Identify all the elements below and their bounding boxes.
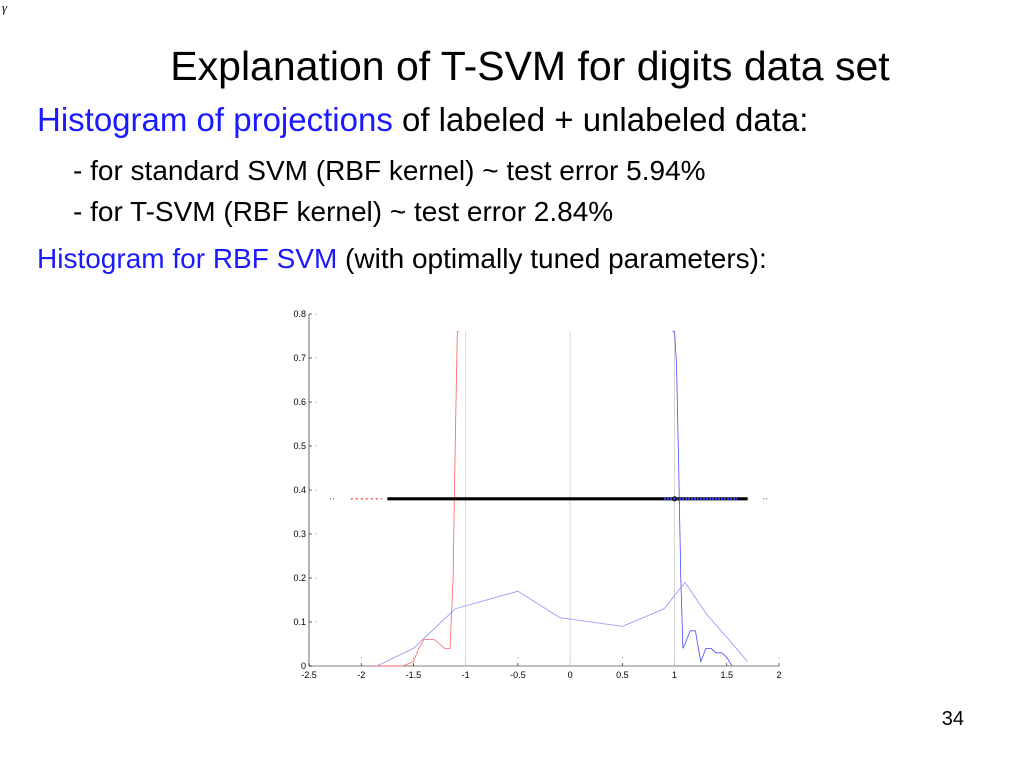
x-tick-label: 1.5 [721, 670, 734, 680]
y-tick-label: 0.5 [293, 441, 306, 451]
x-tick-label: 1 [672, 670, 677, 680]
x-tick-label: -1.5 [406, 670, 422, 680]
y-tick-label: 0.6 [293, 397, 306, 407]
y-tick-label: 0.7 [293, 353, 306, 363]
series-line-1 [371, 331, 460, 667]
sub-bullet-tsvm: - for T-SVM (RBF kernel) ~ test error 2.… [73, 196, 614, 227]
highlight-text: Histogram for RBF SVM [37, 243, 338, 274]
sub-bullet-standard-svm: - for standard SVM (RBF kernel) ~ test e… [73, 155, 706, 186]
corner-symbol: γ [2, 0, 8, 15]
bullet-histogram-rbf-svm: Histogram for RBF SVM (with optimally tu… [37, 242, 767, 276]
x-tick-label: -0.5 [510, 670, 526, 680]
body-text: (with optimally tuned parameters): [337, 243, 767, 274]
y-tick-label: 0 [301, 661, 306, 671]
body-text: of labeled + unlabeled data: [392, 101, 809, 138]
y-tick-label: 0.4 [293, 485, 306, 495]
y-tick-label: 0.2 [293, 573, 306, 583]
x-tick-label: -2 [357, 670, 365, 680]
bullet-histogram-projections: Histogram of projections of labeled + un… [37, 100, 808, 140]
x-tick-label: -1 [462, 670, 470, 680]
y-tick-label: 0.3 [293, 529, 306, 539]
series-line-2 [672, 331, 733, 667]
slide-title: Explanation of T-SVM for digits data set [170, 43, 890, 89]
highlight-text: Histogram of projections [37, 101, 393, 138]
slide-number: 34 [941, 708, 964, 730]
series-line-3 [376, 581, 749, 667]
x-tick-label: 0.5 [616, 670, 629, 680]
y-tick-label: 0.1 [293, 617, 306, 627]
x-tick-label: -2.5 [301, 670, 317, 680]
x-tick-label: 0 [568, 670, 573, 680]
marker-point [671, 496, 678, 502]
y-tick-label: 0.8 [293, 309, 306, 319]
x-tick-label: 2 [776, 670, 781, 680]
